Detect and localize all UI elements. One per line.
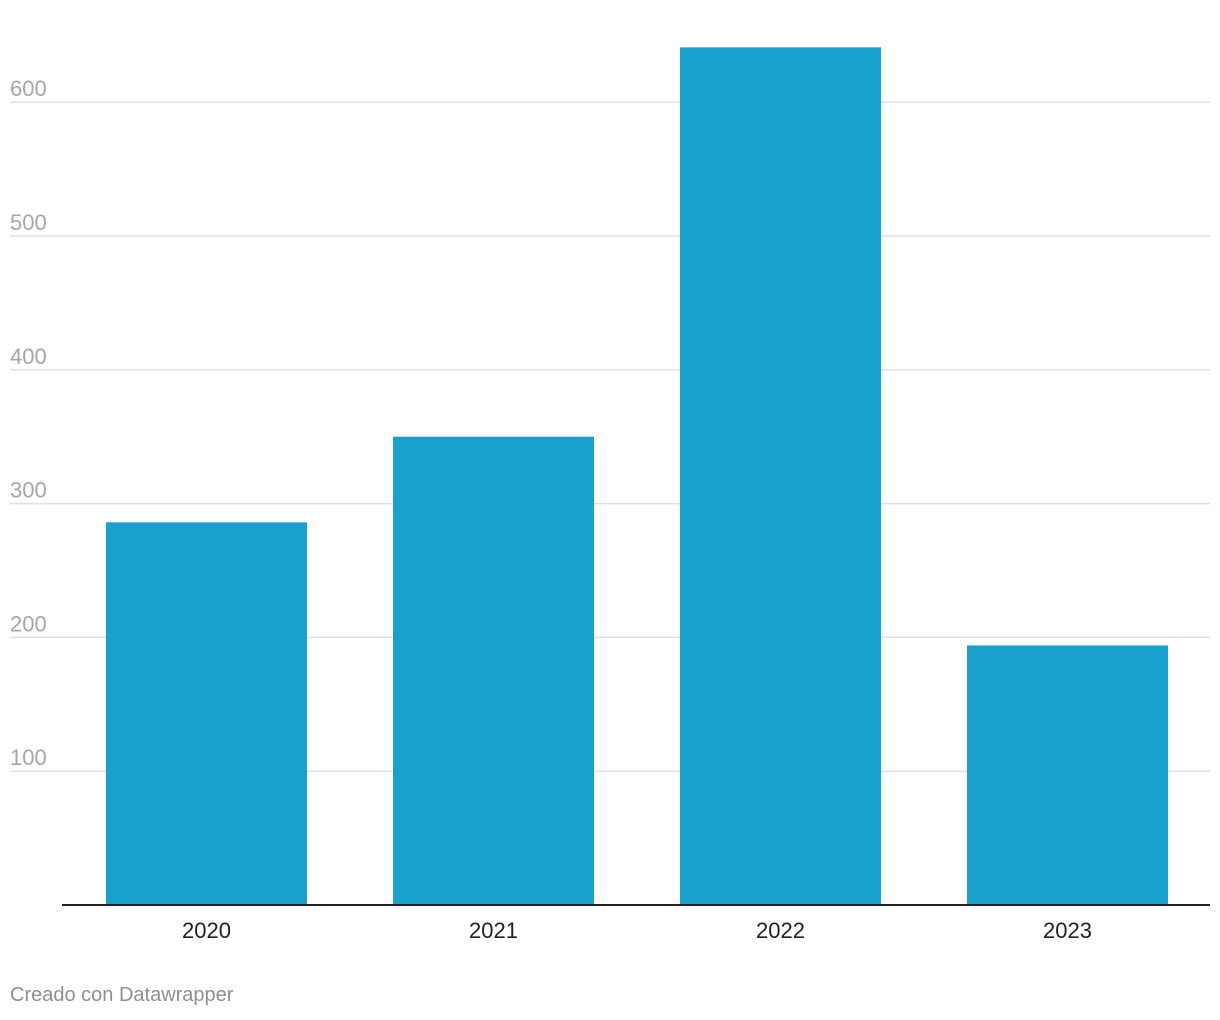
y-axis-ticks: 100 200 300 400 500 600 <box>10 76 47 770</box>
x-axis-ticks: 2020 2021 2022 2023 <box>182 918 1092 943</box>
y-tick-label: 100 <box>10 745 47 770</box>
bars <box>106 47 1168 906</box>
y-tick-label: 200 <box>10 611 47 636</box>
bar-2022 <box>680 47 881 906</box>
x-tick-label: 2021 <box>469 918 518 943</box>
y-tick-label: 500 <box>10 210 47 235</box>
y-tick-label: 600 <box>10 76 47 101</box>
chart-credit: Creado con Datawrapper <box>10 984 234 1006</box>
bar-2023 <box>967 645 1168 905</box>
x-tick-label: 2023 <box>1043 918 1092 943</box>
bar-2021 <box>393 436 594 905</box>
x-tick-label: 2020 <box>182 918 231 943</box>
bar-2020 <box>106 522 307 905</box>
y-tick-label: 400 <box>10 344 47 369</box>
y-tick-label: 300 <box>10 478 47 503</box>
x-tick-label: 2022 <box>756 918 805 943</box>
